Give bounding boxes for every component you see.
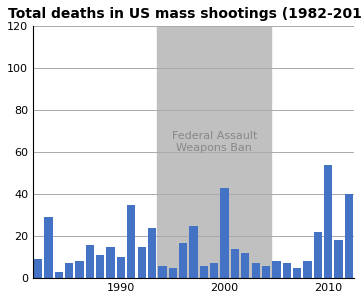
Bar xyxy=(303,261,312,278)
Bar xyxy=(138,247,146,278)
Bar xyxy=(169,268,177,278)
Bar xyxy=(252,263,260,278)
Bar xyxy=(210,263,218,278)
Bar xyxy=(262,266,270,278)
Bar xyxy=(148,228,156,278)
Bar xyxy=(106,247,115,278)
Title: Total deaths in US mass shootings (1982-2012): Total deaths in US mass shootings (1982-… xyxy=(9,7,361,21)
Bar xyxy=(44,217,53,278)
Bar xyxy=(127,205,135,278)
Bar xyxy=(241,253,249,278)
Bar xyxy=(345,194,353,278)
Bar xyxy=(55,272,63,278)
Bar xyxy=(96,255,104,278)
Bar xyxy=(221,188,229,278)
Bar xyxy=(314,232,322,278)
Bar xyxy=(272,261,280,278)
Bar xyxy=(34,259,42,278)
Bar xyxy=(179,242,187,278)
Bar xyxy=(75,261,84,278)
Bar xyxy=(158,266,166,278)
Bar xyxy=(117,257,125,278)
Bar xyxy=(324,165,332,278)
Bar xyxy=(293,268,301,278)
Text: Federal Assault
Weapons Ban: Federal Assault Weapons Ban xyxy=(171,131,257,152)
Bar xyxy=(190,226,197,278)
Bar xyxy=(231,249,239,278)
Bar xyxy=(283,263,291,278)
Bar xyxy=(200,266,208,278)
Bar xyxy=(334,240,343,278)
Bar xyxy=(65,263,73,278)
Bar xyxy=(157,26,271,278)
Bar xyxy=(86,244,94,278)
